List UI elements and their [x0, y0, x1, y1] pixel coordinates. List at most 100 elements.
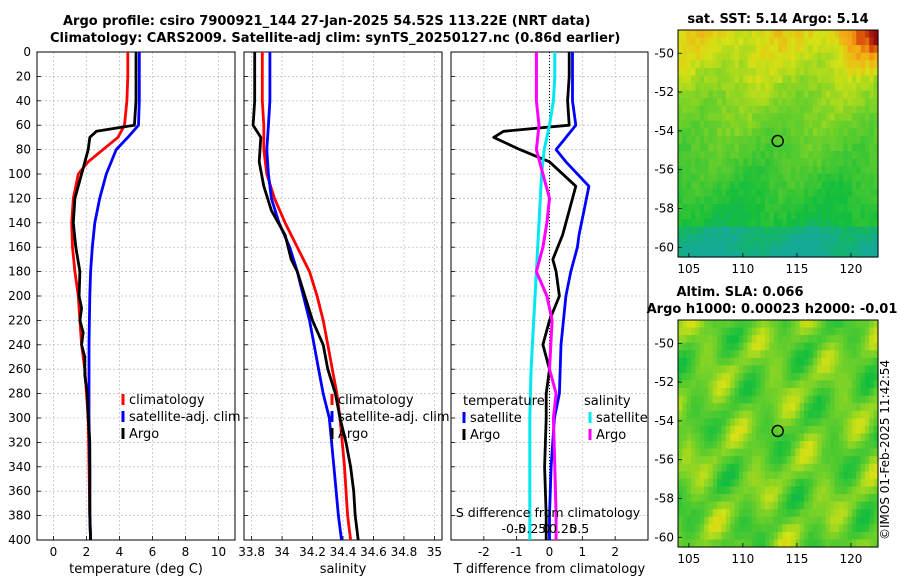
map-cell	[738, 342, 744, 351]
map-cell	[869, 335, 875, 344]
map-cell	[791, 418, 796, 427]
map-cell	[791, 441, 796, 450]
map-cell	[847, 410, 853, 419]
map-cell	[756, 249, 762, 258]
map-cell	[873, 196, 879, 205]
map-cell	[756, 539, 762, 548]
map-cell	[856, 241, 862, 251]
map-cell	[751, 52, 757, 61]
map-cell	[856, 45, 862, 54]
map-cell	[851, 37, 857, 46]
map-cell	[782, 188, 788, 198]
x-tick-label: 34.4	[330, 545, 357, 559]
map-cell	[717, 456, 723, 465]
map-cell	[869, 158, 875, 167]
map-cell	[864, 441, 870, 450]
map-cell	[712, 320, 718, 329]
map-cell	[738, 67, 744, 76]
map-cell	[782, 403, 788, 412]
map-cell	[869, 509, 875, 518]
map-cell	[682, 380, 688, 389]
map-cell	[856, 30, 862, 39]
map-cell	[817, 388, 823, 397]
map-cell	[786, 219, 792, 228]
map-cell	[821, 425, 827, 435]
map-cell	[799, 188, 805, 198]
map-cell	[791, 357, 796, 366]
map-cell	[708, 226, 714, 235]
x-tick-label: 1	[579, 545, 587, 559]
map-cell	[721, 418, 727, 427]
map-cell	[695, 365, 701, 374]
map-cell	[743, 501, 749, 510]
map-cell	[751, 128, 757, 137]
map-cell	[817, 403, 823, 412]
map-cell	[808, 357, 814, 366]
map-cell	[808, 342, 814, 351]
map-cell	[791, 410, 796, 419]
map-cell	[764, 471, 770, 480]
map-cell	[682, 539, 688, 548]
map-cell	[682, 486, 688, 495]
map-cell	[795, 539, 801, 548]
map-cell	[773, 30, 779, 39]
map-cell	[856, 52, 862, 61]
map-cell	[725, 531, 731, 541]
map-cell	[830, 249, 836, 258]
map-cell	[851, 388, 857, 397]
map-cell	[791, 143, 796, 152]
map-cell	[812, 37, 818, 46]
map-cell	[773, 90, 779, 99]
map-cell	[817, 531, 823, 541]
map-cell	[760, 90, 766, 99]
map-cell	[786, 120, 792, 129]
map-cell	[734, 173, 740, 182]
map-cell	[764, 486, 770, 495]
map-cell	[730, 45, 736, 54]
map-cell	[747, 120, 753, 129]
map-cell	[751, 120, 757, 129]
map-cell	[817, 456, 823, 465]
map-cell	[851, 219, 857, 228]
map-cell	[817, 113, 823, 122]
map-cell	[751, 531, 757, 541]
map-cell	[699, 219, 705, 228]
map-cell	[795, 357, 801, 366]
map-cell	[851, 196, 857, 205]
map-cell	[686, 45, 692, 54]
map-cell	[799, 211, 805, 220]
legend-label: Argo	[129, 427, 159, 442]
map-cell	[725, 486, 731, 495]
map-cell	[699, 335, 705, 344]
map-cell	[734, 335, 740, 344]
map-cell	[686, 365, 692, 374]
map-cell	[747, 67, 753, 76]
map-cell	[847, 320, 853, 329]
map-cell	[834, 448, 840, 457]
map-cell	[747, 524, 753, 533]
map-cell	[821, 166, 827, 175]
map-cell	[860, 320, 866, 329]
map-cell	[708, 98, 714, 107]
map-cell	[764, 516, 770, 525]
map-cell	[817, 211, 823, 220]
map-cell	[821, 448, 827, 457]
map-cell	[699, 37, 705, 46]
map-cell	[764, 135, 770, 145]
map-cell	[851, 395, 857, 404]
map-cell	[860, 60, 866, 69]
map-cell	[725, 380, 731, 389]
map-cell	[760, 234, 766, 243]
map-cell	[725, 211, 731, 220]
map-cell	[851, 403, 857, 412]
map-cell	[812, 509, 818, 518]
map-cell	[730, 342, 736, 351]
map-cell	[825, 320, 831, 329]
map-cell	[743, 196, 749, 205]
map-cell	[851, 531, 857, 541]
map-cell	[808, 320, 814, 329]
map-cell	[869, 219, 875, 228]
map-cell	[791, 120, 796, 129]
map-cell	[747, 219, 753, 228]
